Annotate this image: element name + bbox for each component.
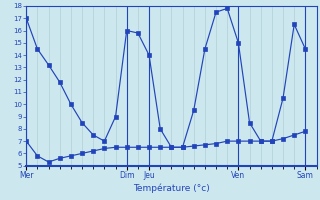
X-axis label: Température (°c): Température (°c) xyxy=(133,183,210,193)
